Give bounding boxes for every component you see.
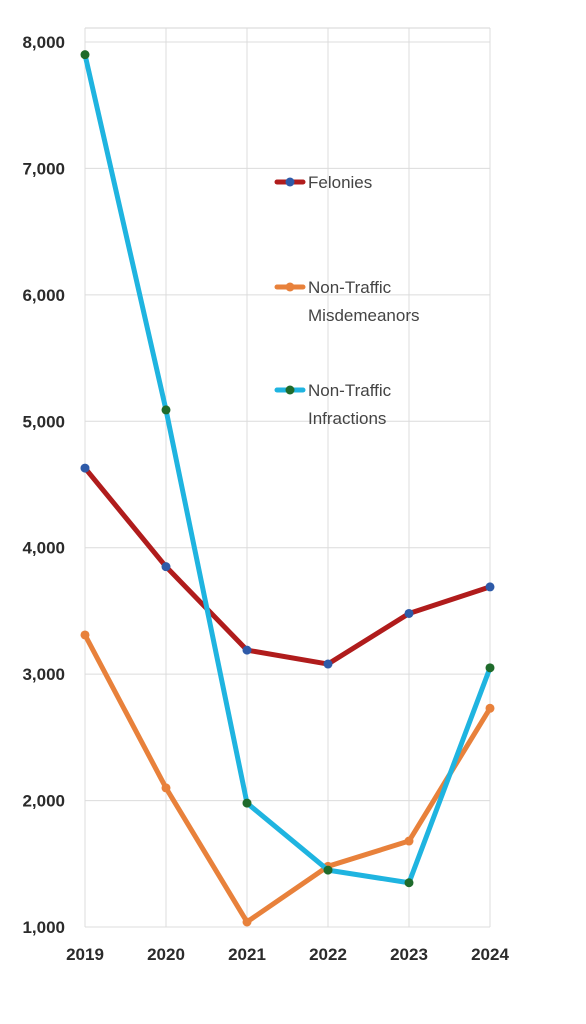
data-point [404,878,414,888]
data-point [80,630,90,640]
legend-swatch-marker [285,282,295,292]
legend-entry: Felonies [274,173,372,192]
data-point [80,463,90,473]
y-tick-label: 4,000 [22,539,65,558]
data-point [485,703,495,713]
legend-entry: Non-Traffic Infractions [274,381,392,428]
legend: FeloniesNon-TrafficMisdemeanorsNon-Traff… [274,173,420,428]
y-tick-label: 6,000 [22,286,65,305]
y-tick-label: 1,000 [22,918,65,937]
data-point [80,50,90,60]
legend-swatch-marker [285,385,295,395]
legend-label: Felonies [308,173,372,192]
legend-swatch-marker [285,177,295,187]
x-tick-label: 2024 [471,945,509,964]
data-point [404,836,414,846]
x-tick-label: 2019 [66,945,104,964]
y-tick-label: 7,000 [22,159,65,178]
data-point [323,659,333,669]
data-point [242,917,252,927]
series-2 [80,50,495,888]
data-point [485,663,495,673]
data-point [161,562,171,572]
series-line [82,52,493,886]
data-point [242,798,252,808]
series-line [82,632,493,925]
y-tick-label: 8,000 [22,33,65,52]
y-tick-label: 5,000 [22,412,65,431]
data-point [323,865,333,875]
legend-entry: Non-Traffic Misdemeanors [274,278,420,325]
legend-label: Non-Traffic [308,381,392,400]
y-tick-label: 3,000 [22,665,65,684]
data-point [161,783,171,793]
data-point [161,405,171,415]
data-point [404,608,414,618]
legend-label: Misdemeanors [308,306,420,325]
x-tick-label: 2022 [309,945,347,964]
x-tick-label: 2021 [228,945,266,964]
data-point [485,582,495,592]
series-0 [80,463,495,669]
series-lines [80,50,495,927]
legend-label: Non-Traffic [308,278,392,297]
data-point [242,645,252,655]
series-line [82,465,493,667]
y-tick-label: 2,000 [22,792,65,811]
x-tick-label: 2023 [390,945,428,964]
grid [84,27,491,928]
x-tick-label: 2020 [147,945,185,964]
axes: 1,000 2,000 3,000 4,000 5,000 6,000 7,000 8,000… [22,33,509,964]
series-1 [80,630,495,927]
legend-label: Infractions [308,409,386,428]
